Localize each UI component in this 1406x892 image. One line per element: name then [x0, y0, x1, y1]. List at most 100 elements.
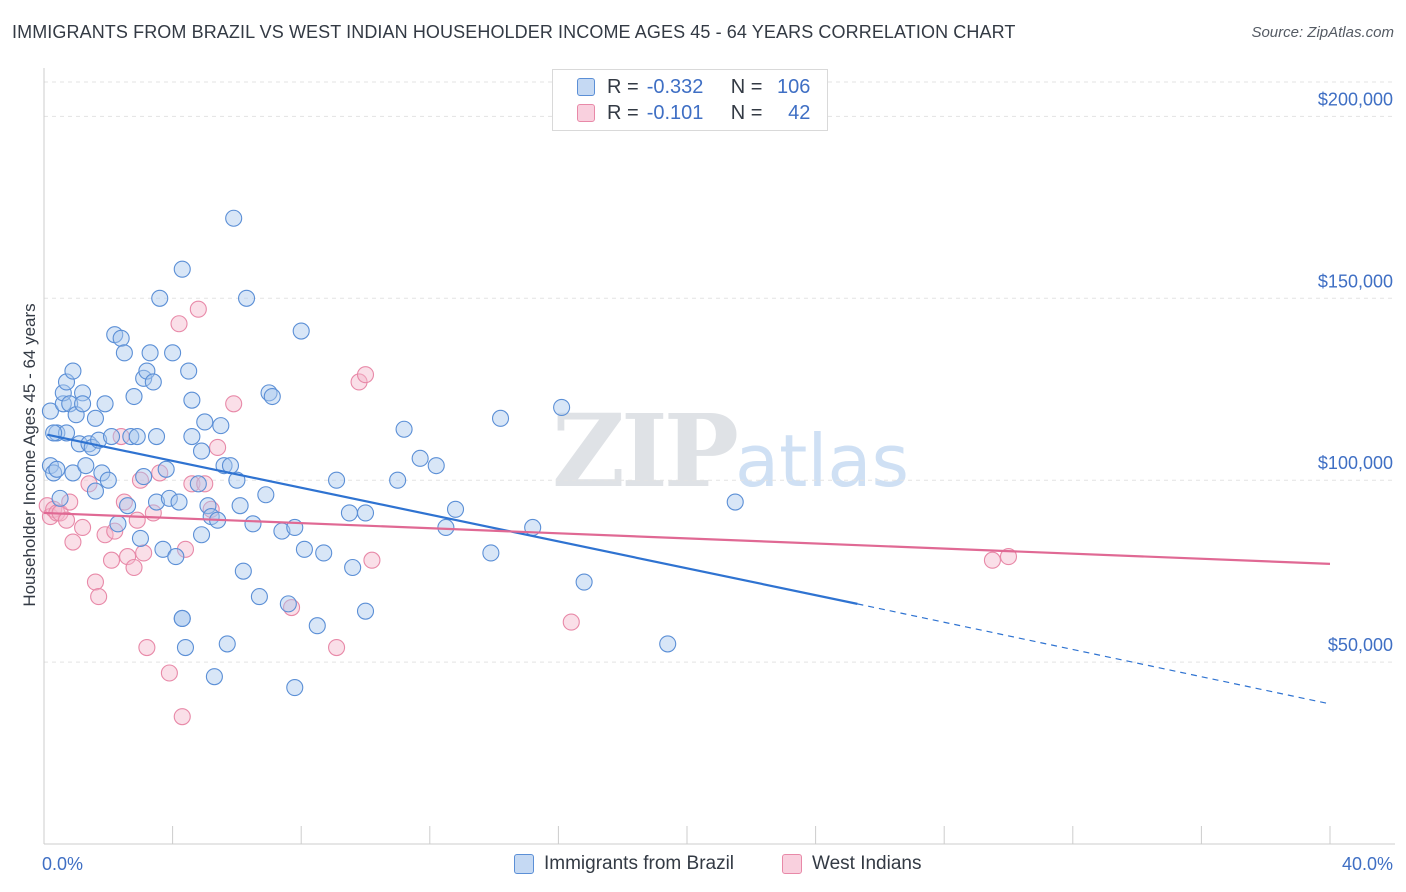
bottom-legend-west-indians: West Indians — [782, 851, 921, 877]
data-point-west-indians — [328, 638, 346, 657]
data-point-west-indians — [160, 664, 178, 682]
axes — [43, 68, 1395, 845]
y-axis-title: Householder Income Ages 45 - 64 years — [20, 303, 39, 606]
data-point-west-indians — [983, 551, 1001, 569]
data-point-brazil — [183, 391, 201, 409]
legend-swatch-pink — [577, 104, 595, 122]
data-point-brazil — [154, 540, 172, 558]
data-point-brazil — [122, 427, 140, 446]
data-point-brazil — [726, 493, 744, 511]
data-point-brazil — [125, 387, 143, 406]
data-point-west-indians — [562, 613, 580, 631]
data-point-west-indians — [61, 493, 79, 511]
data-point-brazil — [173, 260, 191, 278]
data-point-brazil — [328, 471, 346, 489]
data-point-brazil — [57, 373, 76, 391]
data-point-brazil — [340, 504, 358, 522]
data-point-brazil — [263, 387, 281, 406]
data-point-west-indians — [74, 518, 92, 537]
data-point-brazil — [308, 617, 326, 635]
data-point-west-indians — [135, 544, 153, 562]
data-point-west-indians — [189, 300, 207, 318]
data-point-west-indians — [173, 708, 191, 726]
data-point-brazil — [218, 635, 236, 653]
data-point-brazil — [183, 427, 201, 446]
data-point-west-indians — [86, 573, 104, 591]
data-point-brazil — [147, 493, 166, 511]
data-point-brazil — [659, 635, 677, 653]
data-point-west-indians — [57, 511, 76, 529]
legend-r-label: R = — [607, 101, 639, 124]
legend: R = -0.332 N = 106 R = -0.101 N = 42 — [552, 69, 828, 131]
chart-title: IMMIGRANTS FROM BRAZIL VS WEST INDIAN HO… — [12, 22, 1016, 42]
data-point-brazil — [54, 384, 72, 402]
data-point-west-indians — [96, 526, 114, 544]
data-point-west-indians — [119, 548, 137, 566]
data-point-west-indians — [128, 511, 146, 529]
data-point-brazil — [170, 493, 188, 511]
data-point-brazil — [192, 526, 211, 544]
data-point-brazil — [45, 424, 63, 442]
data-point-brazil — [96, 395, 114, 413]
legend-row-brazil: R = -0.332 N = 106 — [577, 75, 810, 99]
trend-line-west-indians — [43, 511, 1331, 565]
data-point-west-indians — [90, 588, 108, 606]
data-point-brazil — [167, 548, 185, 566]
bottom-legend-swatch-blue — [514, 854, 534, 874]
data-point-brazil — [257, 486, 275, 504]
data-point-brazil — [128, 427, 146, 446]
data-point-west-indians — [225, 395, 243, 413]
trend-line-brazil-extension — [857, 603, 1331, 705]
data-point-brazil — [286, 679, 304, 697]
data-point-brazil — [292, 322, 310, 340]
data-point-west-indians — [125, 558, 143, 577]
data-point-brazil — [199, 497, 217, 515]
data-point-brazil — [157, 460, 175, 478]
data-point-west-indians — [64, 533, 82, 551]
data-point-brazil — [231, 497, 249, 515]
data-point-brazil — [77, 457, 95, 475]
data-point-brazil — [51, 489, 69, 507]
data-point-brazil — [446, 500, 465, 518]
legend-n-value: 42 — [788, 101, 811, 124]
data-point-brazil — [99, 471, 117, 489]
data-point-west-indians — [350, 373, 368, 391]
data-point-brazil — [295, 540, 313, 558]
data-point-brazil — [176, 638, 195, 657]
data-point-brazil — [482, 544, 500, 562]
data-point-brazil — [215, 457, 233, 475]
data-point-brazil — [64, 464, 82, 482]
data-point-brazil — [41, 402, 59, 420]
data-point-brazil — [61, 395, 79, 413]
legend-n-value: 106 — [777, 75, 811, 98]
y-tick-label: $150,000 — [1318, 271, 1393, 291]
y-tick-label: $100,000 — [1318, 453, 1393, 473]
data-point-brazil — [109, 515, 127, 533]
data-point-brazil — [160, 489, 178, 507]
data-point-west-indians — [209, 438, 227, 456]
trend-line-brazil — [46, 433, 858, 605]
data-point-brazil — [48, 460, 66, 478]
data-point-west-indians — [80, 475, 98, 493]
data-point-brazil — [151, 289, 169, 307]
data-point-brazil — [205, 668, 223, 686]
data-point-west-indians — [363, 551, 381, 569]
bottom-legend-label-west-indians: West Indians — [812, 853, 922, 874]
data-point-west-indians — [999, 548, 1018, 566]
x-tick-label-min: 0.0% — [42, 854, 83, 874]
data-point-west-indians — [170, 315, 188, 333]
data-point-west-indians — [138, 638, 156, 657]
data-point-brazil — [575, 573, 593, 591]
data-point-brazil — [225, 209, 243, 227]
data-point-brazil — [411, 449, 429, 467]
data-point-brazil — [74, 395, 92, 413]
data-point-brazil — [553, 398, 571, 416]
data-point-brazil — [212, 417, 230, 435]
bottom-legend-swatch-pink — [782, 854, 802, 874]
data-point-brazil — [144, 373, 162, 391]
data-point-brazil — [112, 329, 130, 347]
legend-row-west-indians: R = -0.101 N = 42 — [577, 101, 810, 125]
data-point-west-indians — [183, 475, 201, 493]
data-point-west-indians — [196, 475, 214, 493]
